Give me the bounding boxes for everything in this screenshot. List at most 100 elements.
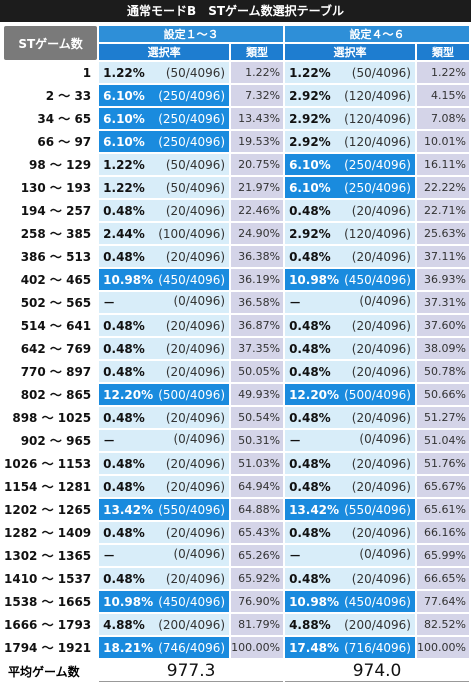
- selection-rate-b: 6.10% (250/4096): [285, 154, 415, 175]
- selection-rate-b: 0.48% (20/4096): [285, 246, 415, 267]
- table-row: 402 ～ 465 10.98% (450/4096) 36.19% 10.98% (45…: [4, 269, 469, 290]
- cumulative-a: 50.05%: [231, 361, 284, 382]
- setting-4-6-header: 設定４～６: [285, 26, 469, 42]
- selection-fraction-a: (20/4096): [165, 456, 226, 471]
- selection-rate-a: 0.48% (20/4096): [99, 246, 230, 267]
- selection-rate-a: － (0/4096): [99, 545, 230, 566]
- cumulative-a: 1.22%: [231, 62, 284, 83]
- selection-rate-b: 4.88% (200/4096): [285, 614, 415, 635]
- selection-rate-a: － (0/4096): [99, 292, 230, 313]
- selection-pct-b: 6.10%: [289, 180, 331, 195]
- cumulative-b: 1.22%: [416, 62, 469, 83]
- table-row: 1410 ～ 1537 0.48% (20/4096) 65.92% 0.48% (20/…: [4, 568, 469, 589]
- selection-pct-b: －: [289, 434, 302, 448]
- st-range: 514 ～ 641: [20, 319, 92, 333]
- selection-rate-a: 0.48% (20/4096): [99, 407, 230, 428]
- selection-rate-a: 4.88% (200/4096): [99, 614, 230, 635]
- selection-fraction-a: (20/4096): [165, 203, 226, 218]
- st-range: 194 ～ 257: [20, 204, 92, 218]
- st-range: 1666 ～ 1793: [4, 618, 92, 632]
- selection-pct-b: 1.22%: [289, 65, 331, 80]
- selection-fraction-b: (20/4096): [351, 479, 411, 494]
- selection-fraction-a: (550/4096): [158, 502, 226, 517]
- selection-pct-b: 0.48%: [289, 571, 331, 586]
- selection-rate-b: 2.92% (120/4096): [285, 223, 415, 244]
- selection-rate-header-a: 選択率: [99, 44, 230, 60]
- selection-rate-a: 10.98% (450/4096): [99, 269, 230, 290]
- selection-fraction-a: (20/4096): [165, 318, 226, 333]
- selection-rate-b: 0.48% (20/4096): [285, 361, 415, 382]
- selection-fraction-a: (20/4096): [165, 571, 226, 586]
- selection-fraction-b: (250/4096): [344, 157, 411, 172]
- selection-rate-b: 0.48% (20/4096): [285, 453, 415, 474]
- selection-fraction-b: (250/4096): [344, 180, 411, 195]
- selection-pct-b: 0.48%: [289, 318, 331, 333]
- selection-fraction-a: (500/4096): [158, 387, 226, 402]
- selection-fraction-b: (20/4096): [351, 456, 411, 471]
- st-range: 1202 ～ 1265: [4, 503, 92, 517]
- table-row: 642 ～ 769 0.48% (20/4096) 37.35% 0.48% (20/40…: [4, 338, 469, 359]
- selection-pct-b: 2.92%: [289, 226, 331, 241]
- selection-pct-a: －: [103, 434, 116, 448]
- cumulative-a: 49.93%: [231, 384, 284, 405]
- st-range: 642 ～ 769: [20, 342, 92, 356]
- cumulative-b: 51.04%: [416, 430, 469, 451]
- selection-rate-a: 1.22% (50/4096): [99, 177, 230, 198]
- cumulative-a: 13.43%: [231, 108, 284, 129]
- selection-rate-b: 6.10% (250/4096): [285, 177, 415, 198]
- selection-fraction-a: (20/4096): [165, 410, 226, 425]
- selection-fraction-b: (716/4096): [344, 640, 411, 655]
- selection-fraction-b: (20/4096): [351, 249, 411, 264]
- selection-pct-a: 6.10%: [103, 111, 145, 126]
- selection-fraction-a: (200/4096): [158, 617, 226, 632]
- cumulative-header-b: 類型: [416, 44, 469, 60]
- selection-pct-b: 12.20%: [289, 387, 340, 402]
- cumulative-header-a: 類型: [231, 44, 284, 60]
- selection-pct-a: 18.21%: [103, 640, 154, 655]
- average-games-label: 平均ゲーム数: [8, 664, 80, 679]
- cumulative-a: 65.92%: [231, 568, 284, 589]
- cumulative-b: 77.64%: [416, 591, 469, 612]
- cumulative-a: 36.19%: [231, 269, 284, 290]
- selection-pct-b: 10.98%: [289, 594, 340, 609]
- selection-rate-a: 0.48% (20/4096): [99, 522, 230, 543]
- selection-fraction-a: (20/4096): [165, 364, 226, 379]
- st-range: 130 ～ 193: [20, 181, 92, 195]
- selection-rate-b: 0.48% (20/4096): [285, 476, 415, 497]
- cumulative-a: 100.00%: [231, 637, 284, 658]
- table-title: 通常モードB STゲーム数選択テーブル: [0, 0, 471, 22]
- selection-rate-b: 1.22% (50/4096): [285, 62, 415, 83]
- st-range: 1: [82, 65, 92, 80]
- selection-rate-a: 0.48% (20/4096): [99, 338, 230, 359]
- st-range: 386 ～ 513: [20, 250, 92, 264]
- table-row: 1794 ～ 1921 18.21% (746/4096) 100.00% 17.48%…: [4, 637, 469, 658]
- selection-pct-a: 10.98%: [103, 594, 154, 609]
- cumulative-a: 36.38%: [231, 246, 284, 267]
- cumulative-a: 7.32%: [231, 85, 284, 106]
- selection-pct-b: 2.92%: [289, 88, 331, 103]
- selection-pct-b: 0.48%: [289, 525, 331, 540]
- cumulative-a: 36.58%: [231, 292, 284, 313]
- selection-pct-b: 10.98%: [289, 272, 340, 287]
- selection-fraction-b: (120/4096): [344, 111, 411, 126]
- selection-pct-a: 0.48%: [103, 364, 145, 379]
- table-row: 34 ～ 65 6.10% (250/4096) 13.43% 2.92% (120/40…: [4, 108, 469, 129]
- selection-rate-a: 0.48% (20/4096): [99, 476, 230, 497]
- cumulative-a: 20.75%: [231, 154, 284, 175]
- cumulative-a: 36.87%: [231, 315, 284, 336]
- selection-rate-b: 2.92% (120/4096): [285, 131, 415, 152]
- cumulative-b: 51.76%: [416, 453, 469, 474]
- selection-rate-a: － (0/4096): [99, 430, 230, 451]
- cumulative-b: 50.78%: [416, 361, 469, 382]
- selection-pct-b: 6.10%: [289, 157, 331, 172]
- st-games-header: STゲーム数: [4, 26, 98, 60]
- selection-rate-b: － (0/4096): [285, 430, 415, 451]
- selection-rate-b: 12.20% (500/4096): [285, 384, 415, 405]
- cumulative-a: 50.54%: [231, 407, 284, 428]
- selection-fraction-a: (450/4096): [158, 272, 226, 287]
- selection-rate-a: 6.10% (250/4096): [99, 131, 230, 152]
- selection-rate-a: 0.48% (20/4096): [99, 200, 230, 221]
- average-games-a: 977.3: [99, 660, 284, 682]
- table-row: 1282 ～ 1409 0.48% (20/4096) 65.43% 0.48% (20/…: [4, 522, 469, 543]
- average-games-b: 974.0: [285, 660, 469, 682]
